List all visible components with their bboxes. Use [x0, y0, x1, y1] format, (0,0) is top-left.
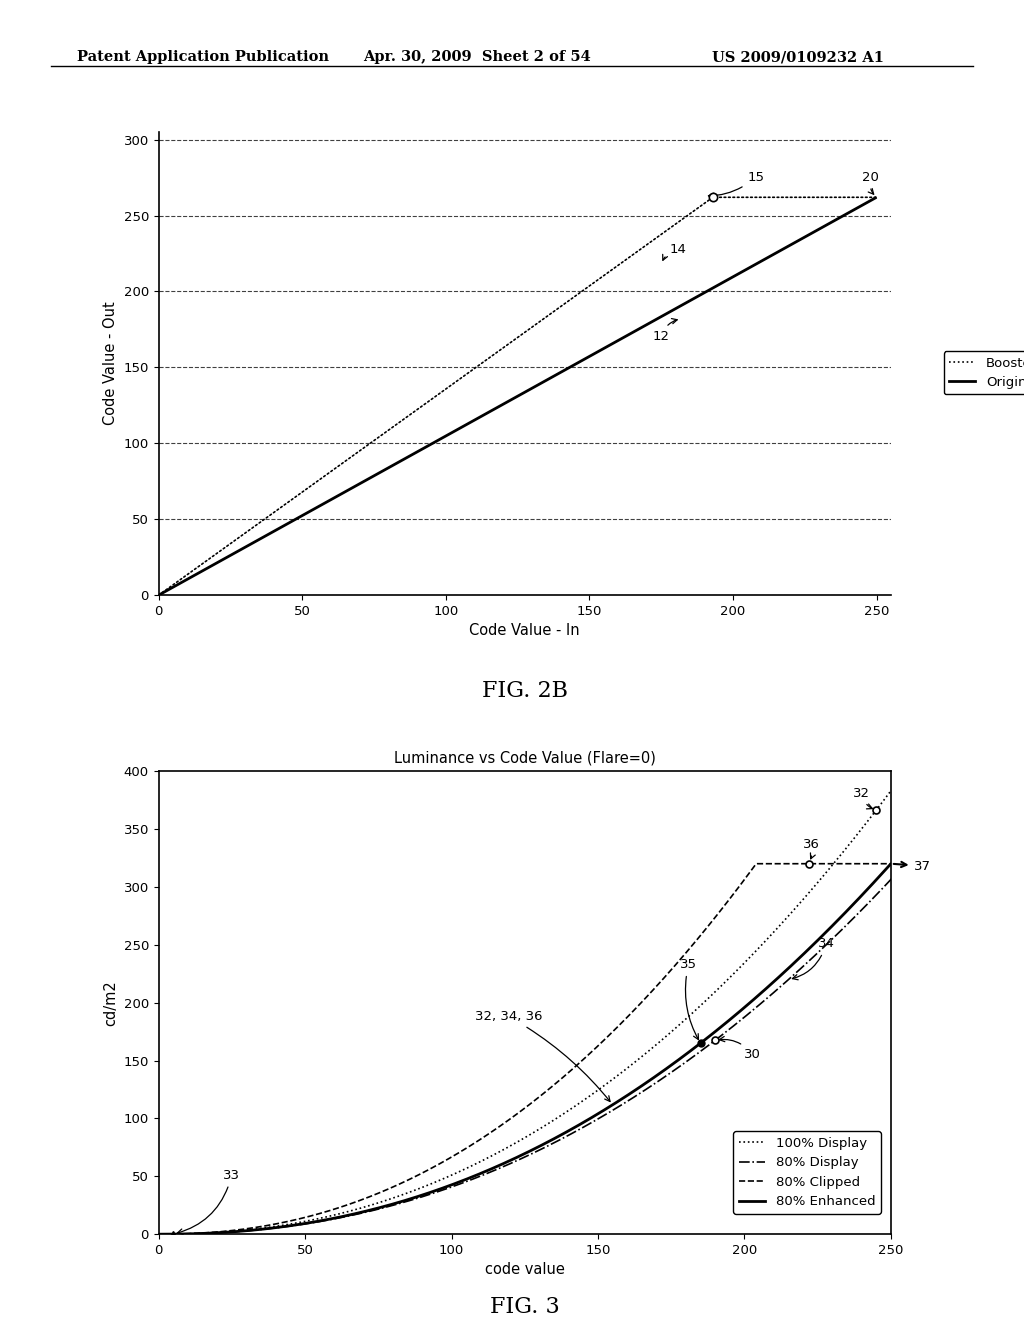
Line: 100% Display: 100% Display: [159, 759, 914, 1234]
Text: Patent Application Publication: Patent Application Publication: [77, 50, 329, 65]
Text: FIG. 3: FIG. 3: [489, 1296, 560, 1317]
Text: 34: 34: [793, 937, 835, 979]
80% Clipped: [593, 1038, 605, 1053]
80% Enhanced: [344, 1206, 356, 1222]
80% Enhanced: [490, 1159, 503, 1175]
Text: 14: 14: [663, 243, 687, 260]
Text: 35: 35: [680, 958, 698, 1040]
Text: 32: 32: [853, 787, 872, 809]
Text: 32, 34, 36: 32, 34, 36: [475, 1010, 610, 1101]
Text: 36: 36: [803, 837, 820, 859]
Y-axis label: Code Value - Out: Code Value - Out: [103, 302, 118, 425]
Text: 33: 33: [177, 1168, 241, 1234]
Text: 15: 15: [709, 170, 764, 198]
80% Clipped: [285, 1213, 297, 1229]
80% Display: [285, 1218, 297, 1234]
80% Enhanced: [715, 1019, 727, 1035]
Title: Luminance vs Code Value (Flare=0): Luminance vs Code Value (Flare=0): [394, 751, 655, 766]
80% Display: [153, 1226, 165, 1242]
Line: 80% Display: 80% Display: [159, 863, 905, 1234]
80% Clipped: [899, 855, 911, 871]
Text: 12: 12: [652, 318, 677, 343]
80% Clipped: [715, 902, 727, 917]
80% Enhanced: [285, 1218, 297, 1234]
Text: Apr. 30, 2009  Sheet 2 of 54: Apr. 30, 2009 Sheet 2 of 54: [364, 50, 591, 65]
80% Enhanced: [886, 855, 898, 871]
100% Display: [834, 849, 846, 865]
80% Display: [715, 1028, 727, 1044]
80% Enhanced: [899, 855, 911, 871]
100% Display: [153, 1226, 165, 1242]
80% Clipped: [490, 1121, 503, 1137]
80% Enhanced: [593, 1105, 605, 1121]
Text: US 2009/0109232 A1: US 2009/0109232 A1: [712, 50, 884, 65]
100% Display: [649, 1038, 662, 1053]
Legend: 100% Display, 80% Display, 80% Clipped, 80% Enhanced: 100% Display, 80% Display, 80% Clipped, …: [733, 1131, 881, 1213]
Text: 37: 37: [894, 859, 931, 873]
Text: FIG. 2B: FIG. 2B: [482, 680, 567, 702]
80% Clipped: [651, 977, 664, 993]
Text: 20: 20: [862, 170, 879, 194]
80% Enhanced: [153, 1226, 165, 1242]
80% Display: [899, 855, 911, 871]
80% Display: [490, 1162, 503, 1177]
80% Clipped: [344, 1196, 356, 1212]
80% Clipped: [751, 855, 763, 871]
100% Display: [740, 953, 753, 969]
80% Display: [344, 1208, 356, 1224]
Line: 80% Clipped: 80% Clipped: [159, 863, 905, 1234]
X-axis label: Code Value - In: Code Value - In: [469, 623, 581, 639]
80% Display: [651, 1074, 664, 1090]
Legend: Boosted, Original: Boosted, Original: [943, 351, 1024, 395]
100% Display: [366, 1197, 378, 1213]
X-axis label: code value: code value: [484, 1262, 565, 1278]
Y-axis label: cd/m2: cd/m2: [103, 979, 118, 1026]
100% Display: [908, 751, 921, 767]
Text: 30: 30: [719, 1036, 761, 1061]
100% Display: [338, 1205, 350, 1221]
80% Display: [593, 1110, 605, 1126]
80% Enhanced: [651, 1067, 664, 1082]
100% Display: [391, 1188, 403, 1204]
Line: 80% Enhanced: 80% Enhanced: [159, 863, 905, 1234]
80% Clipped: [153, 1226, 165, 1242]
